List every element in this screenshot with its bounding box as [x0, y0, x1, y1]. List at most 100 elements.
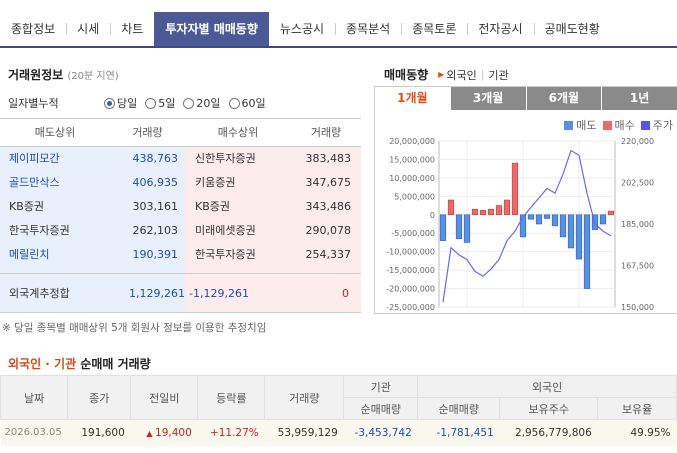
buy-broker-name[interactable]: 한국투자증권 — [195, 248, 256, 261]
buy-bar — [479, 210, 487, 216]
cell-volume: 53,959,129 — [264, 419, 344, 446]
buy-broker-row: 신한투자증권 383,483 — [185, 147, 361, 171]
sell-broker-name[interactable]: KB증권 — [9, 200, 44, 213]
cell-rate: +11.27% — [197, 419, 265, 446]
tab-8[interactable]: 공매도현황 — [533, 12, 611, 46]
sell-bar — [575, 214, 583, 260]
net-trade-table: 날짜 종가 전일비 등락률 거래량 기관 외국인 순매매량 순매매량 보유주수 … — [0, 375, 677, 446]
cell-date: 2026.03.05 — [0, 419, 68, 446]
buy-broker-name[interactable]: 키움증권 — [195, 176, 236, 189]
net-title-rest: 순매매 거래량 — [76, 357, 151, 371]
trade-trend-header: 매매동향 ▶ 외국인 | 기관 — [384, 68, 509, 82]
buy-broker-volume: 254,337 — [305, 248, 352, 261]
radio-circle-icon — [104, 97, 115, 109]
col-close: 종가 — [67, 375, 132, 420]
buy-broker-name[interactable]: 미래에셋증권 — [195, 224, 256, 237]
chart-period-tab-0[interactable]: 1개월 — [375, 87, 450, 110]
chart-period-tab-2[interactable]: 6개월 — [525, 87, 602, 110]
tab-1[interactable]: 시세 — [66, 12, 110, 46]
y-left-tick-label: 10,000,000 — [389, 174, 435, 183]
estimate-note: ※ 당일 종목별 매매상위 5개 회원사 정보를 이용한 추정치임 — [2, 322, 267, 334]
header-sell-volume: 거래량 — [132, 126, 163, 139]
y-left-tick-label: -5,000,000 — [391, 229, 435, 238]
period-radio-label: 5일 — [158, 97, 176, 110]
tab-3[interactable]: 투자자별 매매동향 — [154, 12, 269, 46]
buy-bar — [503, 199, 511, 216]
legend-swatch — [564, 120, 574, 130]
buy-broker-name[interactable]: 신한투자증권 — [195, 152, 256, 165]
radio-circle-icon — [145, 97, 157, 109]
buy-broker-name[interactable]: KB증권 — [195, 200, 230, 213]
buy-bar — [447, 199, 455, 216]
legend-item: 매수 — [602, 117, 635, 133]
y-left-tick-label: 5,000,000 — [394, 192, 435, 201]
cell-inst-net: -3,453,742 — [343, 419, 418, 446]
cell-foreign-hold: 2,956,779,806 — [499, 419, 598, 446]
cell-foreign-ratio: 49.95% — [597, 419, 677, 446]
cell-foreign-net: -1,781,451 — [417, 419, 500, 446]
filter-foreign[interactable]: 외국인 — [446, 68, 477, 82]
broker-title: 거래원정보 — [8, 68, 64, 82]
y-right-tick-label: 185,000 — [621, 220, 654, 229]
tab-0[interactable]: 종합정보 — [11, 22, 56, 36]
y-left-tick-label: -15,000,000 — [386, 266, 435, 275]
sell-broker-volume: 303,161 — [132, 200, 179, 213]
trade-trend-title: 매매동향 — [384, 68, 429, 82]
sell-broker-name[interactable]: 골드만삭스 — [9, 176, 60, 189]
buy-top-list: 신한투자증권 383,483 키움증권 347,675 KB증권 343,486 미래에셋증… — [185, 147, 361, 267]
buy-broker-volume: 347,675 — [305, 176, 352, 189]
tab-7[interactable]: 전자공시 — [467, 12, 533, 46]
buy-broker-volume: 383,483 — [305, 152, 352, 165]
sell-broker-row: KB증권 303,161 — [0, 195, 185, 219]
sell-bar — [583, 214, 591, 289]
chart-period-tab-1[interactable]: 3개월 — [449, 87, 526, 110]
buy-bar — [511, 162, 519, 216]
sell-broker-name[interactable]: 한국투자증권 — [9, 224, 70, 237]
tab-6[interactable]: 종목토론 — [401, 12, 467, 46]
sell-top-list: 제이피모간 438,763 골드만삭스 406,935 KB증권 303,161 한국투자증… — [0, 147, 185, 267]
change-value: 19,400 — [155, 426, 192, 439]
main-tab-bar: 종합정보 시세 차트 투자자별 매매동향 뉴스공시 종목분석 종목토론 전자공시 공매도현황 — [0, 12, 677, 48]
chart-period-tab-3[interactable]: 1년 — [601, 87, 677, 110]
period-radio-0[interactable]: 당일 — [104, 95, 137, 111]
period-radio-3[interactable]: 60일 — [228, 95, 266, 111]
tab-2[interactable]: 차트 — [110, 12, 154, 46]
legend-label: 주가 — [652, 119, 673, 132]
delay-note: (20분 지연) — [67, 71, 119, 82]
net-title-emphasis: 외국인 · 기관 — [8, 357, 77, 371]
sell-broker-volume: 262,103 — [132, 224, 179, 237]
y-right-tick-label: 150,000 — [621, 303, 654, 311]
tab-4[interactable]: 뉴스공시 — [279, 22, 325, 36]
sell-bar — [535, 214, 543, 225]
sell-bar — [527, 214, 535, 220]
legend-label: 매수 — [614, 119, 635, 132]
col-foreign-net: 순매매량 — [417, 397, 501, 420]
sell-broker-name[interactable]: 제이피모간 — [9, 152, 60, 165]
filter-institution[interactable]: 기관 — [488, 68, 509, 82]
legend-item: 매도 — [564, 117, 597, 133]
price-line — [442, 149, 612, 303]
group-institution: 기관 — [343, 375, 419, 398]
period-radio-2[interactable]: 20일 — [183, 95, 221, 111]
buy-bar — [607, 210, 615, 216]
col-rate: 등락률 — [197, 375, 266, 420]
sell-broker-volume: 190,391 — [132, 248, 179, 261]
sell-bar — [455, 214, 463, 240]
col-change: 전일비 — [130, 375, 199, 420]
cell-change: ▲ 19,400 — [130, 419, 198, 446]
sell-bar — [567, 214, 575, 249]
period-radio-label: 60일 — [241, 97, 266, 110]
tab-5[interactable]: 종목분석 — [335, 12, 401, 46]
buy-broker-row: 키움증권 347,675 — [185, 171, 361, 195]
y-left-tick-label: 20,000,000 — [389, 137, 435, 146]
sell-broker-name[interactable]: 메릴린치 — [9, 248, 50, 261]
sell-broker-row: 골드만삭스 406,935 — [0, 171, 185, 195]
foreign-total-row: 외국계추정합 1,129,261 -1,129,261 0 — [0, 273, 361, 313]
buy-broker-row: 미래에셋증권 290,078 — [185, 219, 361, 243]
net-table-title: 외국인 · 기관 순매매 거래량 — [8, 355, 151, 372]
period-radio-1[interactable]: 5일 — [145, 95, 175, 111]
sell-broker-volume: 406,935 — [132, 176, 179, 189]
net-table-row: 2026.03.05 191,600 ▲ 19,400 +11.27% 53,959,1… — [0, 419, 677, 446]
legend-label: 매도 — [576, 119, 597, 132]
buy-broker-volume: 343,486 — [305, 200, 352, 213]
